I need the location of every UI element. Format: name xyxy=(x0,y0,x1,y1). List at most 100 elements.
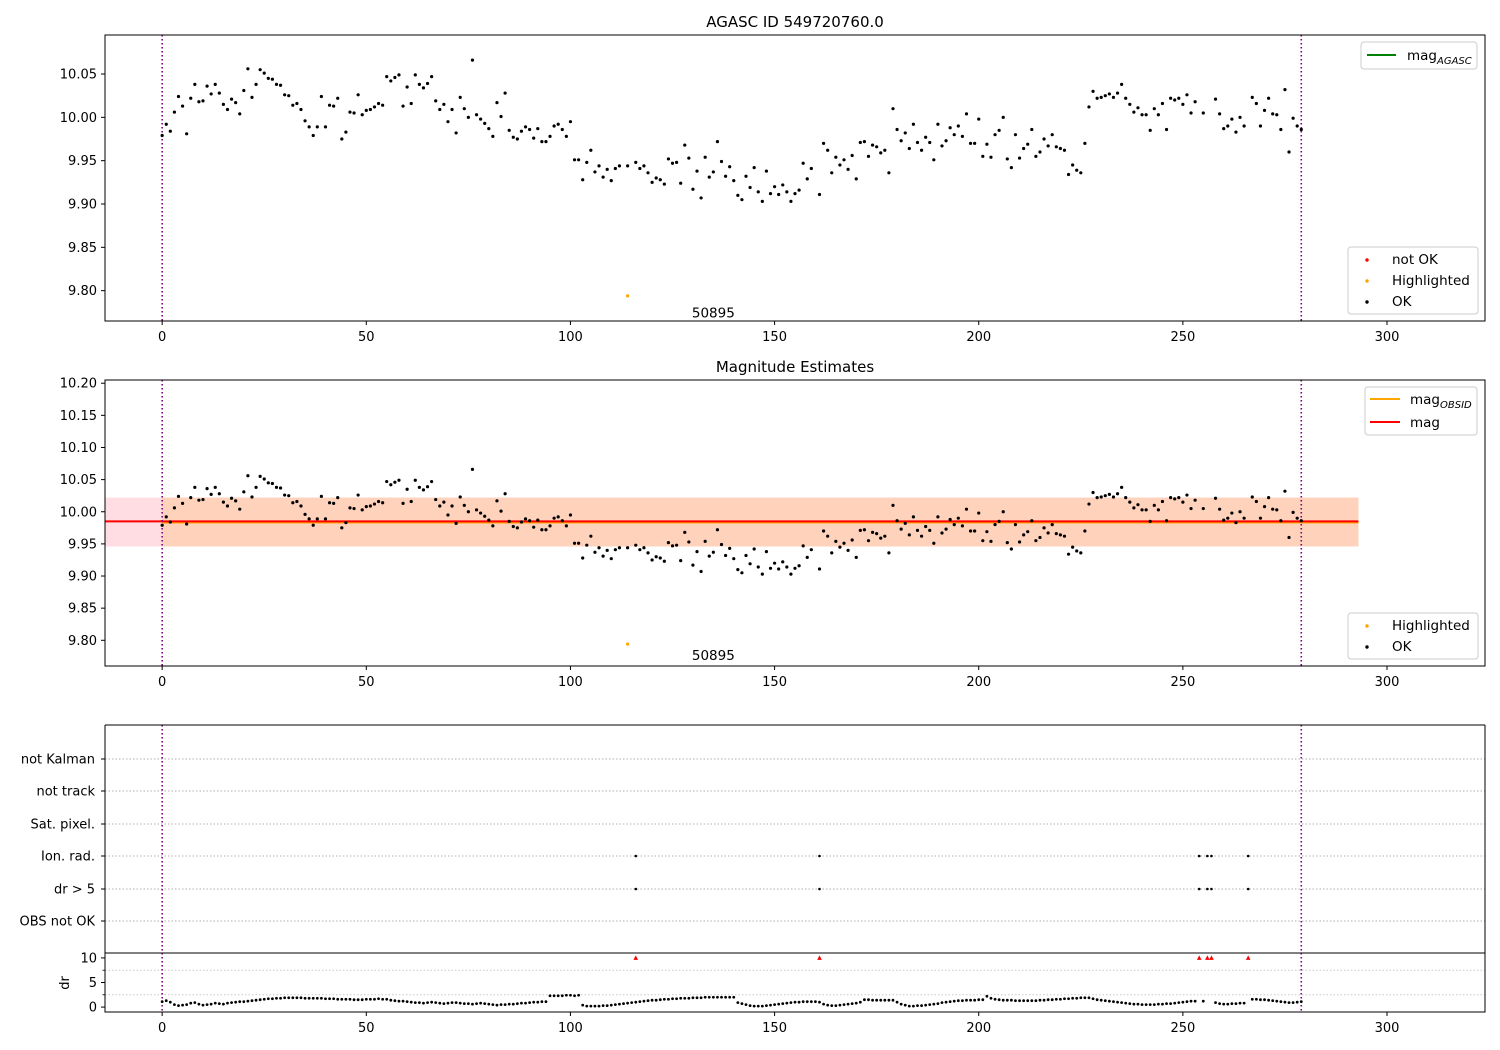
ok-point xyxy=(1152,107,1156,111)
dr-point xyxy=(899,1002,903,1006)
ok-point xyxy=(809,548,813,552)
dr-point xyxy=(311,996,315,1000)
estimates-obsid-annotation: 50895 xyxy=(692,648,735,664)
estimates-x-ticks: 0 50 100 150 200 250 300 xyxy=(158,666,1399,690)
ok-point xyxy=(327,501,332,505)
ok-point xyxy=(348,110,352,114)
dr-point xyxy=(491,1003,495,1007)
ok-point xyxy=(968,141,973,145)
dr-point xyxy=(524,1001,527,1005)
ok-point xyxy=(315,125,319,129)
x-tick-label: 0 xyxy=(158,1021,166,1036)
dr-point xyxy=(785,1001,789,1005)
ok-point xyxy=(658,178,662,182)
ok-point xyxy=(1144,508,1148,512)
dr-point xyxy=(1022,999,1026,1003)
ok-point xyxy=(164,122,168,126)
ok-point xyxy=(189,496,193,500)
dr-point xyxy=(1299,1000,1303,1004)
ok-point xyxy=(1283,489,1287,493)
ok-point xyxy=(1075,549,1079,553)
ok-point xyxy=(756,565,760,569)
dr-point xyxy=(405,1000,409,1004)
ok-point xyxy=(556,515,560,519)
dr-point xyxy=(891,998,895,1002)
ok-point xyxy=(397,478,401,482)
ok-point xyxy=(866,154,871,158)
dr-panel: 0 50 100 150 200 250 300 0 5 10 dr xyxy=(58,951,1486,1036)
dr-point xyxy=(1287,1001,1291,1005)
dr-point xyxy=(703,995,707,999)
ok-point xyxy=(1148,519,1152,523)
ok-point xyxy=(1254,499,1258,504)
dr-point xyxy=(368,997,372,1001)
dr-point xyxy=(168,1000,172,1004)
dr-point xyxy=(1267,998,1271,1002)
flags-panel: not Kalman not track Sat. pixel. Ion. rad. d… xyxy=(20,724,1486,953)
dr-point xyxy=(246,999,250,1003)
dr-point xyxy=(1136,1002,1140,1006)
ok-point xyxy=(1193,100,1197,104)
ok-point xyxy=(613,548,617,552)
x-tick-label: 150 xyxy=(762,1021,787,1036)
ok-point xyxy=(981,539,985,543)
dr-point xyxy=(936,1002,940,1006)
ok-point xyxy=(499,509,503,513)
ok-point xyxy=(421,488,426,492)
ok-point xyxy=(552,516,556,520)
ok-point xyxy=(519,520,524,524)
y-tick-label: 10.05 xyxy=(60,68,97,83)
ok-point xyxy=(560,127,564,132)
dr-point xyxy=(1034,999,1038,1003)
agasc-lower-legend: not OK Highlighted OK xyxy=(1347,246,1479,315)
dr-point xyxy=(569,993,572,997)
flag-point xyxy=(1210,854,1213,858)
dr-point xyxy=(581,1003,585,1007)
dr-point xyxy=(1242,1001,1246,1005)
ok-point xyxy=(1234,521,1238,525)
flag-point xyxy=(1246,854,1250,858)
dr-point xyxy=(422,1001,425,1005)
dr-point xyxy=(650,998,654,1002)
ok-point xyxy=(1034,539,1038,543)
ok-point xyxy=(274,485,279,489)
y-tick-label: 9.80 xyxy=(68,284,97,299)
dr-point xyxy=(560,994,564,998)
ok-point xyxy=(1185,93,1189,97)
ok-point xyxy=(389,79,393,83)
dr-point xyxy=(373,997,376,1001)
ok-point xyxy=(658,556,662,560)
dr-threshold-marker xyxy=(1196,955,1202,960)
ok-point xyxy=(952,523,956,527)
dr-point xyxy=(687,996,691,1000)
ok-point xyxy=(180,104,185,108)
x-tick-label: 300 xyxy=(1375,675,1400,690)
ok-point xyxy=(1095,96,1099,100)
dr-point xyxy=(544,1000,548,1004)
dr-point xyxy=(1063,997,1066,1001)
dr-point xyxy=(242,1000,246,1004)
dr-point xyxy=(299,996,303,1000)
ok-point xyxy=(381,103,385,107)
ok-point xyxy=(952,133,956,137)
ok-point xyxy=(960,134,964,138)
dr-point xyxy=(842,1003,846,1007)
dr-point xyxy=(830,1004,834,1008)
ok-point xyxy=(858,140,862,145)
dr-point xyxy=(781,1002,785,1006)
ok-point xyxy=(977,117,981,121)
dr-point xyxy=(266,997,270,1001)
ok-point xyxy=(1132,110,1136,114)
ok-point xyxy=(711,550,715,554)
ok-point xyxy=(430,75,434,79)
ok-point xyxy=(515,526,519,530)
ok-point xyxy=(728,546,732,550)
ok-point xyxy=(466,115,470,119)
x-tick-label: 50 xyxy=(358,1021,375,1036)
ok-point xyxy=(511,135,515,139)
ok-point xyxy=(915,140,920,145)
ok-point xyxy=(217,492,221,496)
ok-point xyxy=(356,93,360,97)
ok-point xyxy=(944,527,948,531)
x-tick-label: 100 xyxy=(558,330,583,345)
